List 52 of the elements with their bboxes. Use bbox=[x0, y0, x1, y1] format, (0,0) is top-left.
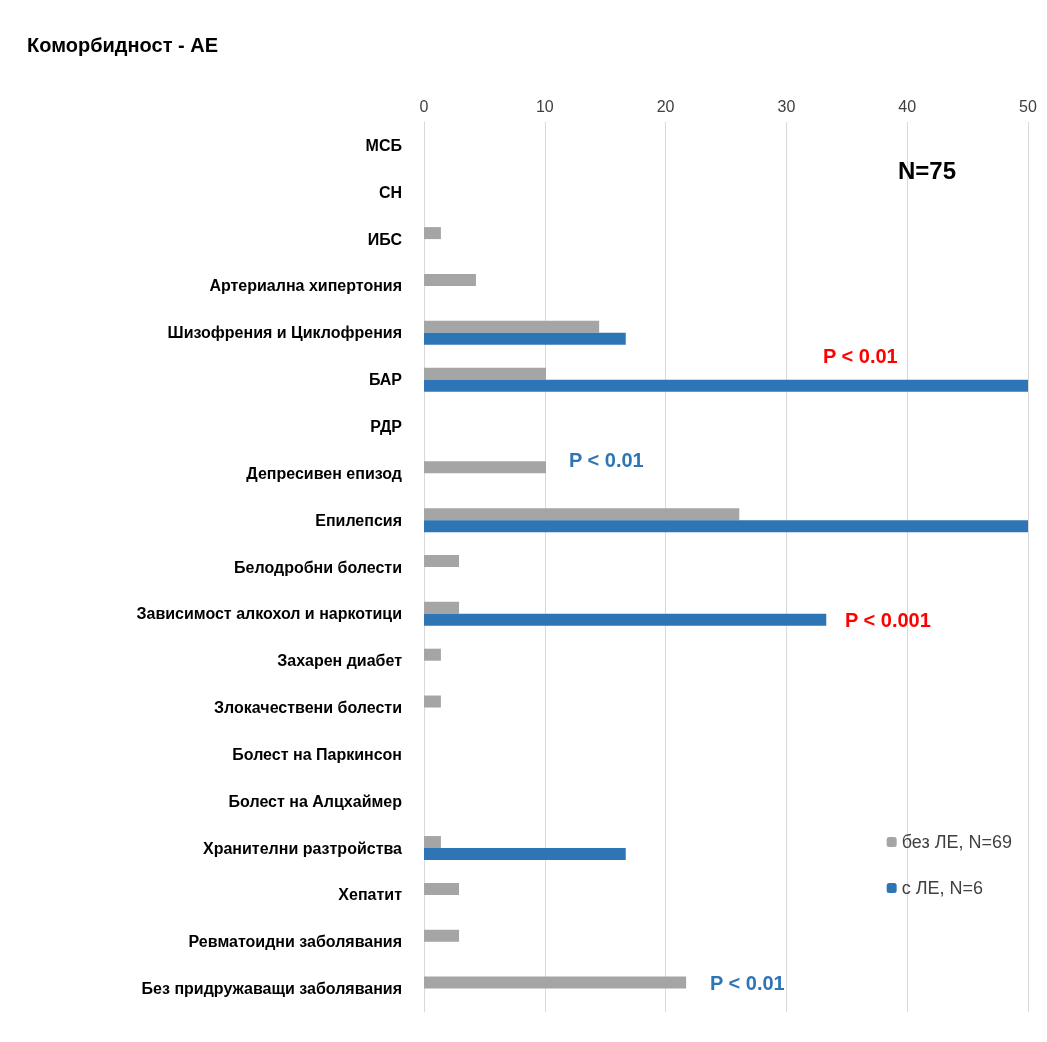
y-tick-label: РДР bbox=[370, 417, 403, 435]
bar bbox=[424, 929, 460, 942]
y-tick-label: МСБ bbox=[365, 136, 402, 154]
y-tick-label: Шизофрения и Циклофрения bbox=[167, 324, 402, 342]
bar bbox=[424, 461, 547, 474]
bar bbox=[424, 601, 460, 614]
bar bbox=[424, 555, 460, 567]
annotation: P < 0.01 bbox=[823, 345, 898, 367]
y-tick-label: Зависимост алкохол и наркотици bbox=[136, 605, 402, 623]
annotation: P < 0.01 bbox=[569, 449, 644, 471]
bar bbox=[424, 520, 1028, 533]
bar bbox=[424, 320, 600, 333]
y-tick-label: Захарен диабет bbox=[277, 652, 403, 670]
x-tick-label: 10 bbox=[535, 97, 554, 115]
y-tick-label: Без придружаващи заболявания bbox=[141, 980, 402, 998]
y-tick-label: ИБС bbox=[367, 230, 403, 248]
bar bbox=[424, 695, 441, 708]
bar bbox=[424, 332, 626, 345]
legend-label: с ЛЕ, N=6 bbox=[901, 878, 984, 898]
y-tick-label: Епилепсия bbox=[315, 511, 402, 529]
y-tick-label: Депресивен епизод bbox=[246, 464, 402, 482]
bar bbox=[424, 367, 547, 380]
x-tick-label: 50 bbox=[1019, 97, 1037, 115]
annotation: N=75 bbox=[898, 156, 957, 184]
bar bbox=[424, 848, 626, 861]
y-tick-label: Артериална хипертония bbox=[209, 277, 402, 295]
bar bbox=[424, 882, 460, 895]
bar bbox=[424, 508, 740, 521]
y-tick-label: СН bbox=[378, 183, 402, 201]
bar bbox=[424, 976, 687, 989]
y-tick-label: Белодробни болести bbox=[234, 558, 402, 576]
y-tick-label: Болест на Паркинсон bbox=[232, 745, 402, 763]
x-tick-label: 20 bbox=[656, 97, 675, 115]
bar bbox=[424, 227, 441, 240]
bar bbox=[424, 613, 827, 626]
x-tick-label: 30 bbox=[777, 97, 796, 115]
bar bbox=[424, 836, 441, 849]
annotation: P < 0.01 bbox=[710, 972, 785, 994]
y-tick-label: Злокачествени болести bbox=[214, 699, 402, 717]
bar bbox=[424, 648, 441, 661]
y-tick-label: Ревматоидни заболявания bbox=[188, 933, 402, 951]
annotation: P < 0.001 bbox=[845, 609, 931, 631]
y-tick-label: Болест на Алцхаймер bbox=[228, 792, 403, 810]
bar bbox=[424, 273, 476, 286]
y-tick-label: БАР bbox=[368, 371, 403, 389]
y-tick-label: Хранителни разтройства bbox=[203, 839, 403, 857]
text: Коморбидност - АЕ bbox=[27, 34, 218, 56]
x-tick-label: 40 bbox=[898, 97, 917, 115]
y-tick-label: Хепатит bbox=[338, 886, 403, 904]
bar bbox=[424, 379, 1028, 392]
legend-label: без ЛЕ, N=69 bbox=[901, 832, 1013, 852]
x-tick-label: 0 bbox=[419, 97, 429, 115]
